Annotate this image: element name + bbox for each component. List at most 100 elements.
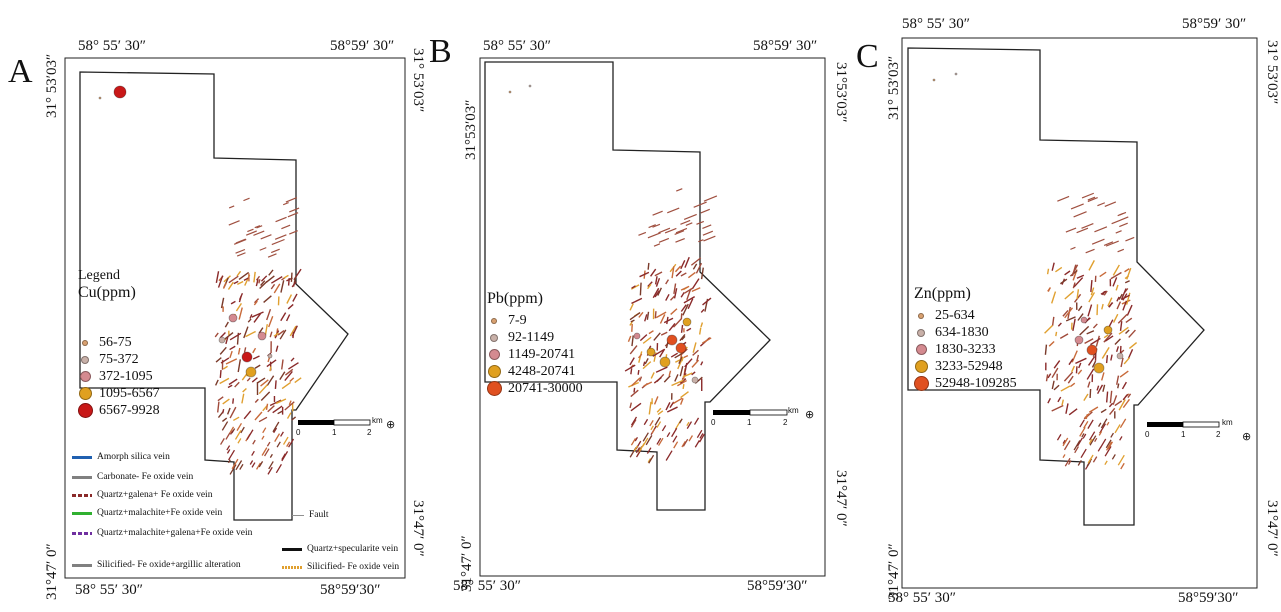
vein-segment <box>258 416 268 423</box>
vein-segment <box>265 403 269 411</box>
vein-segment <box>680 391 689 399</box>
vein-segment <box>1061 399 1064 406</box>
vein-segment <box>274 433 281 442</box>
coord-top-right: 58°59′ 30″ <box>330 38 395 54</box>
vein-segment <box>1051 316 1055 326</box>
vein-segment <box>703 195 718 202</box>
legend-symbol-icon <box>81 355 89 364</box>
vein-segment <box>1073 277 1084 288</box>
feature-line-icon <box>292 514 304 516</box>
vein-segment <box>1086 330 1095 335</box>
vein-segment <box>1119 436 1123 441</box>
vein-segment <box>683 354 689 359</box>
feature-legend-label: Silicified- Fe oxide vein <box>307 562 400 572</box>
vein-segment <box>215 271 220 283</box>
vein-segment <box>702 337 712 344</box>
sample-point <box>528 84 532 88</box>
vein-segment <box>1079 325 1090 336</box>
vein-segment <box>633 445 638 452</box>
vein-segment <box>650 425 654 431</box>
vein-segment <box>1082 433 1087 439</box>
vein-segment <box>277 410 283 415</box>
vein-segment <box>631 377 641 387</box>
vein-segment <box>1077 313 1084 321</box>
vein-segment <box>233 280 239 285</box>
feature-legend-item: Carbonate- Fe oxide vein <box>72 472 193 482</box>
vein-segment <box>1117 454 1125 466</box>
vein-segment <box>236 422 243 431</box>
sample-points <box>98 85 273 378</box>
vein-segment <box>679 418 683 424</box>
vein-segment <box>267 466 273 475</box>
vein-segment <box>1120 294 1130 301</box>
vein-segment <box>269 399 282 407</box>
vein-segment <box>251 311 264 318</box>
vein-segment <box>1069 382 1076 388</box>
sample-point <box>691 376 699 384</box>
vein-segment <box>247 228 254 233</box>
vein-segment <box>700 361 704 366</box>
feature-line-icon <box>72 511 92 515</box>
vein-segment <box>229 430 234 435</box>
vein-segment <box>228 275 239 284</box>
coord-bottom-right: 58°59′30″ <box>1178 590 1239 606</box>
vein-segment <box>631 297 643 305</box>
legend-symbol-icon <box>491 317 497 324</box>
vein-segment <box>1112 277 1118 287</box>
vein-segment <box>1063 440 1071 451</box>
vein-segment <box>227 459 231 464</box>
feature-line-icon <box>72 455 92 459</box>
vein-segment <box>668 322 676 332</box>
vein-segment <box>1115 375 1120 385</box>
vein-segment <box>682 303 689 316</box>
vein-segment <box>282 436 289 445</box>
sample-point <box>228 313 238 323</box>
vein-segment <box>665 402 671 411</box>
vein-segment <box>1051 291 1057 304</box>
vein-segment <box>684 256 690 268</box>
vein-segment <box>658 437 664 446</box>
vein-segment <box>266 308 272 321</box>
vein-segment <box>659 314 666 324</box>
legend-heading: Zn(ppm) <box>914 285 971 302</box>
vein-segment <box>1044 324 1054 334</box>
vein-segment <box>219 346 227 355</box>
vein-segment <box>670 352 679 358</box>
vein-segment <box>700 267 704 280</box>
vein-segment <box>1065 316 1076 322</box>
vein-segment <box>1125 236 1135 242</box>
coord-bottom-left: 58° 55′ 30″ <box>453 578 522 594</box>
vein-segment <box>271 238 285 246</box>
vein-segment <box>1095 335 1100 347</box>
vein-segment <box>254 364 261 369</box>
vein-segment <box>241 393 245 404</box>
vein-segment <box>1110 354 1113 361</box>
vein-segment <box>274 234 287 240</box>
vein-segment <box>229 332 242 341</box>
scale-tick-1: 1 <box>332 428 337 437</box>
map-panel-zn: C 58° 55′ 30″ 58°59′ 30″ 58° 55′ 30″ 58°… <box>852 0 1281 612</box>
vein-segment <box>1088 292 1096 303</box>
vein-segment <box>1122 393 1129 401</box>
vein-segment <box>1115 346 1120 352</box>
vein-segment <box>229 350 233 359</box>
scale-unit: km <box>1222 418 1233 427</box>
vein-segment <box>1106 421 1110 426</box>
vein-segment <box>238 271 250 281</box>
vein-segment <box>675 237 685 243</box>
vein-segment <box>1087 196 1096 201</box>
vein-segment <box>1108 402 1114 408</box>
vein-segment <box>1114 424 1121 434</box>
legend-label: 634-1830 <box>935 324 989 340</box>
vein-segment <box>1120 357 1124 368</box>
map-frame <box>901 37 1258 589</box>
vein-segment <box>266 441 271 447</box>
vein-segment <box>694 440 700 448</box>
vein-segment <box>1127 349 1134 359</box>
vein-segment <box>685 222 693 226</box>
vein-segment <box>658 227 671 234</box>
vein-segment <box>1089 435 1097 446</box>
coord-bottom-left: 58° 55′ 30″ <box>75 582 144 598</box>
vein-segment <box>1108 302 1114 308</box>
sample-point <box>98 96 102 100</box>
